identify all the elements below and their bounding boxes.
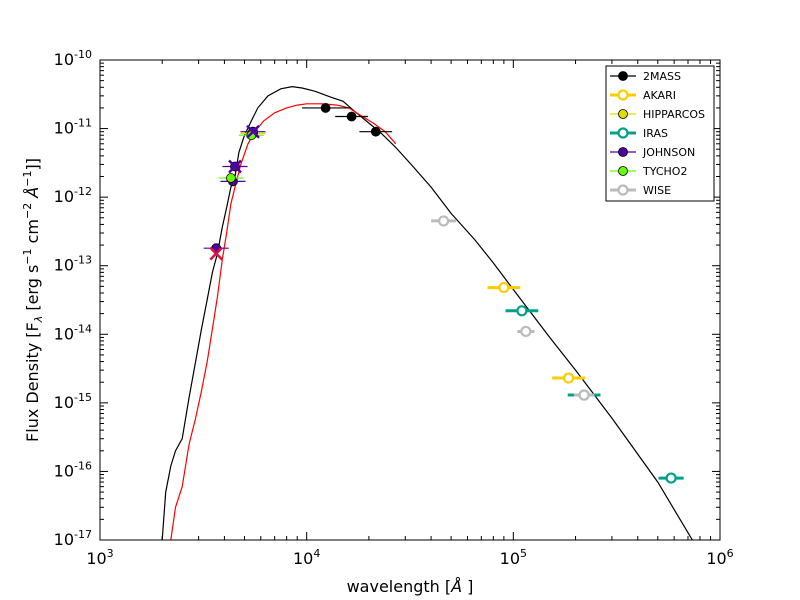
y-tick-label: 10-17 [54, 528, 92, 549]
x-axis-ticks: 103 104 105 106 [86, 60, 734, 568]
y-tick-label: 10-12 [54, 185, 92, 206]
legend-label: JOHNSON [642, 146, 695, 159]
wise-point [520, 325, 532, 338]
legend-swatch-marker [617, 184, 629, 196]
legend-swatch-marker [618, 166, 628, 176]
model-curves [161, 85, 694, 540]
y-axis-label: Flux Density [Fλ [erg s−1 cm−2 Å−1]] [21, 158, 45, 442]
wise-point [578, 389, 590, 401]
legend-label: TYCHO2 [642, 165, 687, 178]
legend-label: HIPPARCOS [643, 108, 705, 121]
y-tick-label: 10-13 [54, 254, 92, 275]
y-tick-label: 10-11 [54, 117, 92, 138]
legend-swatch-marker [617, 127, 629, 139]
photometry-points [203, 103, 684, 484]
y-tick-label: 10-10 [54, 48, 92, 69]
plot-area-frame [99, 59, 721, 541]
legend-label: 2MASS [643, 70, 681, 83]
iras-point [665, 472, 677, 484]
model-observed-line [161, 85, 694, 540]
legend-swatch-marker [618, 147, 628, 157]
y-tick-label: 10-16 [54, 459, 92, 480]
x-tick-label: 106 [706, 547, 733, 568]
legend: 2MASS AKARI HIPPARCOS IRAS JOHNSON TYCHO2 WISE [605, 65, 715, 202]
legend-label: IRAS [643, 127, 668, 140]
legend-label: WISE [643, 184, 671, 197]
legend-swatch-marker [618, 109, 628, 119]
x-tick-label: 105 [500, 547, 527, 568]
wise-point [438, 215, 450, 227]
iras-point [516, 305, 528, 317]
2mass-point [320, 103, 331, 113]
akari-point [562, 372, 575, 384]
x-axis-label: wavelength [Å ] [347, 577, 474, 596]
legend-swatch-marker [618, 71, 628, 81]
y-axis-ticks: 10-10 10-11 10-12 10-13 10-14 10-15 10-16 10-17 [54, 48, 720, 549]
x-marker-stroke [209, 246, 224, 261]
tycho2-point [226, 173, 236, 183]
akari-point [498, 281, 510, 294]
legend-swatch-marker [617, 89, 629, 101]
y-tick-label: 10-15 [54, 391, 92, 412]
x-marker-stroke [228, 159, 242, 174]
x-tick-label: 104 [293, 547, 320, 568]
model-dereddened-line [170, 103, 397, 540]
x-tick-label: 103 [86, 547, 113, 568]
y-tick-label: 10-14 [54, 322, 92, 343]
x-marker-stroke [246, 124, 260, 139]
legend-label: AKARI [643, 89, 676, 102]
2mass-point [370, 126, 381, 137]
2mass-point [346, 111, 357, 122]
